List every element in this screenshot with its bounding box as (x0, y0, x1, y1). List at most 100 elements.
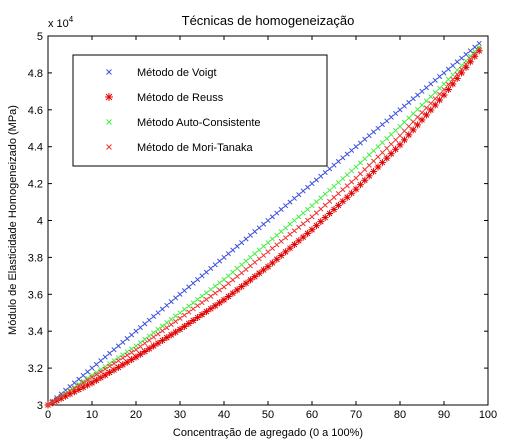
data-point (362, 167, 368, 173)
data-point (173, 318, 179, 324)
data-point (459, 55, 465, 61)
y-tick-label: 4.4 (28, 142, 43, 154)
data-point (340, 155, 346, 161)
data-point (327, 198, 333, 204)
data-point (173, 313, 179, 319)
data-point (393, 127, 399, 134)
data-point (115, 358, 121, 364)
data-point (76, 383, 82, 389)
data-point (326, 209, 334, 217)
data-point (150, 342, 158, 350)
data-point (239, 270, 245, 276)
data-point (264, 263, 272, 271)
data-point (102, 354, 108, 360)
data-point (164, 302, 170, 308)
data-point (366, 152, 372, 158)
data-point (384, 118, 390, 124)
data-point (97, 374, 105, 382)
data-point (181, 288, 187, 294)
data-point (454, 71, 460, 77)
data-point (318, 206, 324, 212)
data-point (296, 214, 302, 220)
data-point (396, 141, 404, 149)
data-point (397, 107, 403, 113)
data-point (277, 252, 285, 260)
data-point (392, 145, 400, 153)
data-point (137, 324, 143, 331)
data-point (318, 195, 324, 201)
data-point (304, 229, 312, 237)
data-point (318, 173, 324, 179)
data-point (322, 202, 328, 208)
data-point (309, 181, 315, 187)
y-exponent-power: 4 (69, 15, 74, 24)
data-point (256, 256, 262, 262)
data-point (185, 319, 193, 327)
data-point (80, 372, 86, 379)
data-point (309, 203, 315, 209)
data-point (220, 296, 228, 304)
data-point (291, 228, 297, 234)
data-point (181, 312, 187, 318)
data-point (247, 232, 253, 238)
data-point (242, 279, 250, 287)
x-tick-label: 90 (438, 409, 450, 421)
data-point (142, 336, 148, 342)
data-point (212, 290, 218, 296)
data-point (98, 367, 104, 373)
series-4 (45, 46, 482, 408)
data-point (322, 191, 328, 197)
data-point (221, 254, 227, 260)
data-point (85, 375, 91, 381)
data-point (366, 133, 372, 139)
data-point (203, 296, 209, 303)
data-point (224, 293, 232, 301)
data-point (164, 320, 170, 326)
data-point (93, 361, 99, 367)
data-point (71, 384, 77, 390)
data-point (221, 284, 227, 290)
data-point (423, 98, 429, 104)
data-point (374, 163, 382, 171)
data-point (107, 363, 113, 369)
data-point (309, 214, 315, 220)
data-point (283, 235, 289, 241)
data-point (247, 254, 253, 260)
data-point (269, 236, 275, 242)
data-point (159, 328, 165, 334)
data-point (327, 166, 333, 172)
y-axis-label: Módulo de Elasticidade Homogeneizado (MP… (7, 105, 19, 335)
data-point (340, 176, 346, 182)
data-point (476, 40, 482, 46)
data-point (313, 199, 319, 205)
y-tick-label: 3.2 (28, 363, 43, 375)
data-point (357, 140, 363, 146)
data-point (137, 340, 143, 346)
data-point (444, 86, 452, 94)
data-point (296, 224, 302, 230)
data-point (331, 183, 337, 189)
data-point (85, 377, 91, 383)
data-point (142, 321, 148, 327)
data-point (437, 74, 443, 80)
data-point (129, 332, 135, 338)
data-point (45, 402, 51, 408)
data-point (406, 115, 412, 121)
data-point (229, 289, 237, 297)
data-point (67, 383, 73, 390)
y-tick-label: 4 (37, 216, 43, 228)
data-point (67, 388, 73, 394)
data-point (98, 358, 104, 364)
data-point (419, 102, 425, 108)
data-point (233, 286, 241, 294)
data-point (269, 214, 275, 220)
data-point (476, 44, 482, 50)
series-1 (45, 40, 482, 408)
data-point (441, 86, 447, 93)
data-point (450, 76, 456, 82)
data-point (300, 188, 306, 194)
data-point (120, 339, 126, 345)
data-point (459, 66, 465, 72)
data-point (129, 349, 135, 355)
data-point (203, 269, 209, 275)
